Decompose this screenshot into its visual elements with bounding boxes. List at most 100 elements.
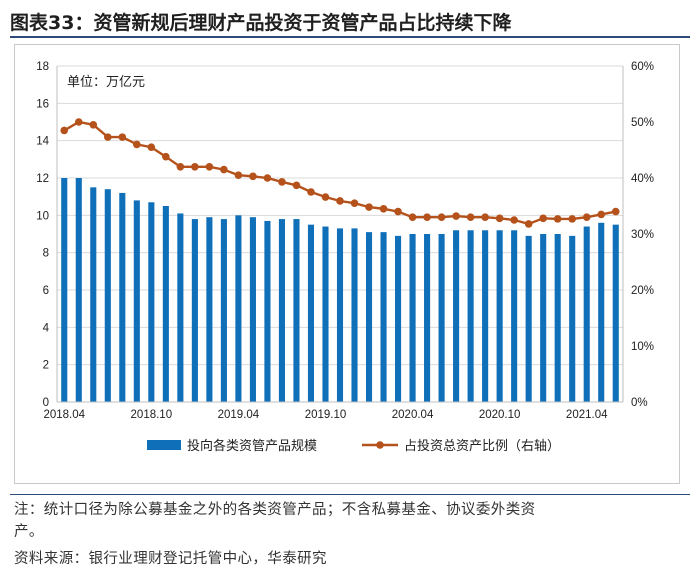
- bar: [380, 232, 387, 402]
- y-right-tick-label: 30%: [631, 229, 654, 241]
- figure-title: 图表33：资管新规后理财产品投资于资管产品占比持续下降: [10, 8, 690, 35]
- bar: [307, 224, 315, 402]
- bar: [162, 206, 169, 402]
- y-left-tick-label: 16: [36, 98, 49, 110]
- legend-swatch-marker: [376, 441, 384, 449]
- line-point: [133, 140, 141, 149]
- y-left-tick-label: 12: [36, 173, 49, 185]
- line-series: [60, 118, 620, 228]
- legend-swatch-bars: [147, 440, 181, 450]
- bar: [583, 226, 590, 402]
- bar: [424, 234, 431, 402]
- line-point: [379, 205, 388, 213]
- y-right-tick-label: 10%: [631, 341, 654, 353]
- line-point: [553, 215, 562, 223]
- x-tick-label: 2019.10: [305, 409, 347, 421]
- chart-frame: 0 2 4 6 8 10 12 14 16 18 0% 10% 20% 30% 40% 50% 60% 2018.…: [14, 44, 680, 484]
- bar: [598, 222, 605, 402]
- bar: [148, 202, 155, 402]
- axes: 0 2 4 6 8 10 12 14 16 18 0% 10% 20% 30% 40% 50% 60% 2018.…: [36, 61, 654, 421]
- line-point: [249, 172, 257, 181]
- line-point: [452, 212, 460, 220]
- line-point: [394, 207, 402, 216]
- line-path: [63, 120, 616, 226]
- bar: [249, 217, 256, 402]
- y-left-tick-label: 10: [36, 210, 49, 222]
- line-point: [510, 216, 518, 224]
- figure-title-text: 资管新规后理财产品投资于资管产品占比持续下降: [93, 12, 512, 34]
- bar: [525, 235, 532, 402]
- line-point: [147, 143, 156, 151]
- line-point: [118, 133, 127, 141]
- y-left-tick-label: 14: [36, 136, 49, 148]
- bar: [191, 219, 198, 402]
- source-line: 资料来源：银行业理财登记托管中心，华泰研究: [14, 551, 327, 567]
- y-left-tick-label: 2: [43, 360, 49, 372]
- line-point: [89, 121, 98, 129]
- notes-rule: [10, 494, 690, 495]
- line-point: [191, 163, 199, 171]
- line-point: [205, 163, 214, 171]
- note-line-2: 产。: [14, 524, 44, 540]
- x-tick-label: 2020.04: [392, 409, 434, 421]
- line-point: [568, 215, 577, 223]
- bar: [467, 230, 474, 402]
- line-point: [365, 203, 373, 211]
- chart: 0 2 4 6 8 10 12 14 16 18 0% 10% 20% 30% 40% 50% 60% 2018.…: [36, 61, 654, 453]
- bar: [409, 234, 416, 402]
- bar: [104, 189, 111, 402]
- bar: [75, 178, 82, 402]
- bar: [336, 228, 344, 402]
- line-point: [278, 178, 286, 186]
- line-point: [162, 152, 170, 161]
- bar: [133, 200, 140, 402]
- bar: [438, 234, 445, 402]
- y-left-tick-label: 6: [43, 285, 49, 297]
- line-point: [481, 213, 489, 221]
- bar: [511, 230, 518, 402]
- bar: [395, 235, 402, 402]
- line-point: [103, 133, 112, 141]
- bar: [177, 213, 184, 402]
- title-rule: [10, 36, 690, 38]
- x-tick-label: 2018.10: [131, 409, 173, 421]
- x-tick-label: 2018.04: [43, 409, 85, 421]
- y-right-tick-label: 20%: [631, 285, 654, 297]
- legend-label-line: 占投资总资产比例（右轴）: [404, 438, 560, 453]
- bar: [235, 215, 242, 402]
- y-right-tick-label: 50%: [631, 117, 654, 129]
- bar: [612, 224, 619, 402]
- bar: [496, 230, 503, 402]
- bar: [569, 235, 576, 402]
- line-point: [292, 181, 301, 190]
- bar: [61, 178, 68, 402]
- y-right-tick-label: 0%: [631, 397, 648, 409]
- bar: [119, 192, 126, 402]
- y-right-tick-label: 60%: [631, 61, 654, 73]
- y-right-tick-label: 40%: [631, 173, 654, 185]
- note-line-1: 注：统计口径为除公募基金之外的各类资管产品；不含私募基金、协议委外类资: [14, 502, 536, 518]
- bar: [90, 187, 97, 402]
- line-point: [307, 188, 315, 196]
- line-point: [74, 118, 83, 126]
- line-point: [524, 220, 533, 228]
- bar: [293, 219, 300, 402]
- line-point: [234, 171, 243, 179]
- legend-label-bars: 投向各类资管产品规模: [187, 438, 317, 453]
- line-point: [539, 214, 547, 223]
- unit-label: 单位：万亿元: [67, 74, 145, 89]
- bar: [278, 219, 285, 402]
- y-left-tick-label: 18: [36, 61, 49, 73]
- y-left-tick-label: 4: [43, 322, 50, 334]
- line-point: [495, 214, 504, 223]
- bar: [365, 232, 373, 402]
- line-point: [437, 213, 446, 221]
- x-tick-label: 2019.04: [218, 409, 260, 421]
- line-point: [321, 193, 330, 201]
- line-point: [350, 199, 359, 207]
- bar: [264, 220, 271, 402]
- line-point: [611, 207, 620, 216]
- x-tick-label: 2020.10: [479, 409, 521, 421]
- y-left-tick-label: 0: [43, 397, 49, 409]
- line-point: [466, 213, 475, 221]
